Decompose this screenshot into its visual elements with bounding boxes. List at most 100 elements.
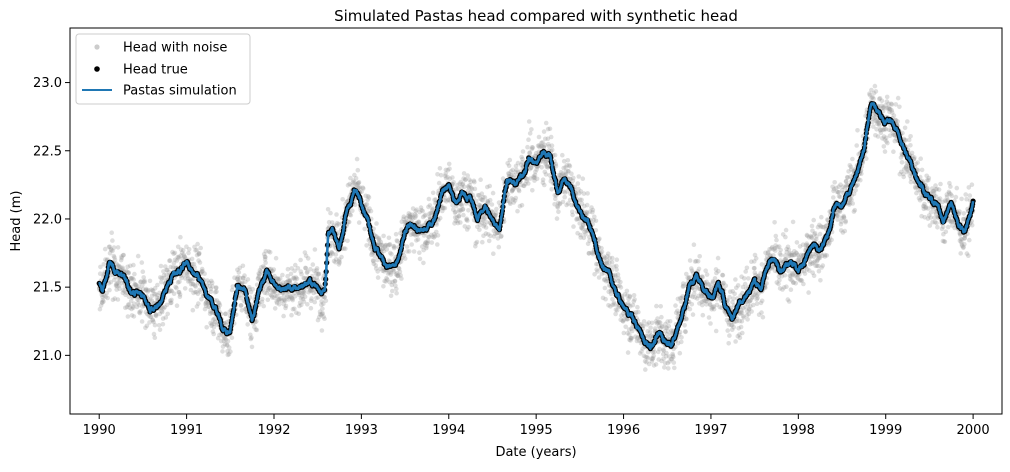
noise-point	[543, 120, 549, 126]
noise-point	[624, 288, 630, 294]
noise-point	[174, 285, 179, 291]
noise-point	[153, 313, 158, 318]
noise-point	[169, 297, 174, 303]
noise-point	[818, 278, 823, 283]
noise-point	[389, 252, 394, 257]
noise-point	[171, 291, 177, 297]
noise-point	[204, 325, 209, 330]
noise-point	[381, 233, 386, 239]
noise-point	[224, 342, 230, 347]
noise-point	[506, 163, 512, 169]
noise-point	[450, 175, 455, 180]
noise-point	[461, 212, 466, 218]
noise-point	[526, 181, 531, 186]
noise-point	[163, 264, 168, 269]
noise-point	[881, 144, 887, 149]
noise-point	[602, 285, 608, 291]
noise-point	[149, 298, 155, 303]
noise-point	[959, 196, 964, 202]
noise-point	[882, 149, 888, 154]
noise-point	[225, 349, 230, 354]
noise-point	[314, 266, 320, 271]
noise-point	[216, 300, 221, 305]
noise-point	[802, 271, 808, 276]
noise-point	[494, 206, 499, 212]
noise-point	[466, 224, 471, 230]
noise-point	[219, 338, 224, 344]
noise-point	[163, 315, 169, 320]
noise-point	[891, 149, 896, 154]
noise-point	[891, 113, 897, 118]
noise-point	[164, 272, 169, 278]
noise-point	[873, 89, 879, 94]
noise-point	[447, 166, 452, 172]
noise-point	[684, 316, 689, 322]
noise-point	[168, 300, 173, 306]
noise-point	[174, 303, 180, 309]
noise-point	[549, 143, 555, 148]
noise-point	[966, 253, 971, 258]
noise-point	[738, 324, 744, 330]
noise-point	[356, 179, 362, 185]
noise-point	[176, 290, 182, 295]
noise-point	[188, 287, 194, 293]
noise-point	[539, 165, 544, 170]
noise-point	[190, 261, 195, 267]
noise-point	[368, 208, 374, 214]
noise-point	[245, 322, 250, 327]
noise-point	[153, 313, 159, 319]
noise-point	[426, 196, 432, 202]
noise-point	[245, 277, 251, 282]
noise-point	[161, 269, 166, 274]
noise-point	[164, 302, 170, 308]
noise-point	[139, 319, 145, 324]
noise-point	[125, 302, 131, 307]
noise-point	[205, 300, 211, 306]
noise-point	[394, 290, 399, 296]
noise-point	[409, 242, 415, 247]
noise-point	[651, 353, 656, 359]
noise-point	[793, 281, 798, 286]
noise-point	[442, 205, 448, 211]
noise-point	[437, 166, 443, 171]
noise-point	[250, 286, 255, 292]
noise-point	[666, 323, 672, 329]
noise-point	[169, 288, 175, 294]
noise-point	[155, 292, 160, 298]
noise-point	[109, 247, 114, 253]
noise-point	[648, 325, 653, 331]
noise-point	[413, 213, 419, 218]
noise-point	[100, 300, 105, 306]
noise-point	[175, 244, 181, 250]
noise-point	[198, 289, 203, 294]
noise-point	[571, 224, 576, 229]
noise-point	[438, 172, 444, 178]
noise-point	[456, 214, 462, 219]
noise-point	[153, 312, 159, 317]
noise-point	[603, 296, 608, 302]
noise-point	[683, 329, 688, 335]
noise-point	[901, 174, 906, 180]
noise-point	[928, 215, 933, 220]
noise-point	[146, 287, 151, 293]
noise-point	[715, 255, 721, 261]
noise-point	[186, 279, 191, 284]
noise-point	[673, 303, 678, 308]
noise-point	[199, 296, 204, 302]
noise-point	[112, 296, 118, 301]
noise-point	[120, 290, 126, 296]
noise-point	[819, 214, 824, 220]
noise-point	[725, 328, 730, 333]
noise-point	[569, 171, 574, 176]
noise-point	[774, 237, 779, 243]
noise-point	[361, 186, 366, 191]
noise-point	[790, 219, 796, 225]
noise-point	[158, 275, 163, 280]
noise-point	[374, 221, 379, 226]
noise-point	[515, 208, 520, 214]
noise-point	[125, 314, 131, 319]
noise-point	[381, 284, 386, 289]
noise-point	[778, 247, 783, 253]
noise-point	[399, 276, 404, 281]
noise-point	[209, 310, 214, 316]
